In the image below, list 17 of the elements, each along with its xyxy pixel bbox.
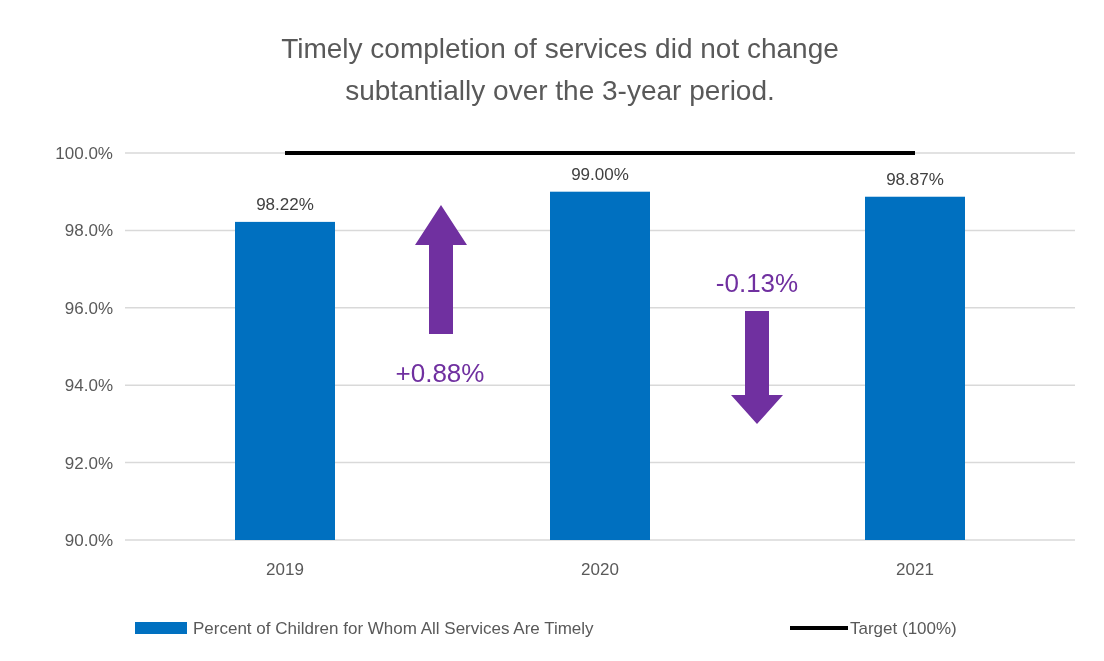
data-label: 99.00%: [571, 164, 629, 184]
x-tick-label: 2021: [896, 560, 934, 579]
y-tick-label: 94.0%: [64, 376, 113, 396]
legend-label: Percent of Children for Whom All Services Are Timely: [193, 619, 595, 638]
data-label: 98.87%: [886, 169, 944, 189]
x-tick-label: 2019: [266, 560, 304, 579]
y-tick-label: 100.0%: [55, 144, 113, 163]
y-tick-label: 98.0%: [64, 221, 113, 241]
annotation: -0.13%: [715, 268, 799, 298]
chart-title: Timely completion of services did not change subtantially over the 3-year period.: [281, 33, 839, 106]
x-tick-label: 2020: [581, 560, 619, 579]
annotation: +0.88%: [395, 358, 485, 388]
y-tick-label: 96.0%: [64, 298, 113, 318]
data-label: 98.22%: [256, 194, 314, 214]
legend-label: Target (100%): [850, 619, 957, 638]
y-tick-label: 90.0%: [64, 531, 113, 550]
y-tick-label: 92.0%: [64, 453, 113, 473]
